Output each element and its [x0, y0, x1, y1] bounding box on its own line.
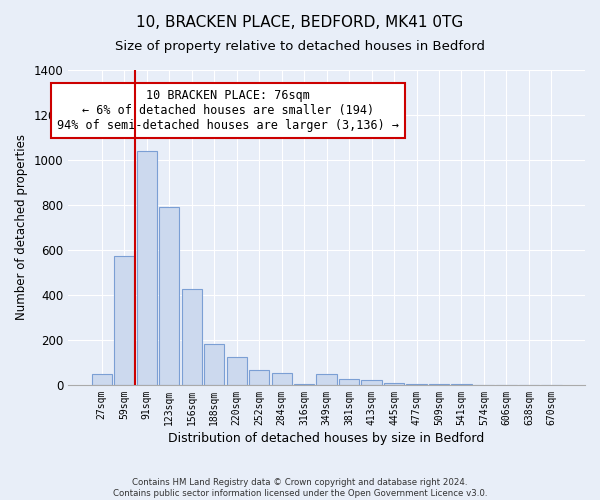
Bar: [316, 374, 337, 385]
Bar: [249, 370, 269, 385]
Bar: [227, 357, 247, 385]
Text: 10 BRACKEN PLACE: 76sqm
← 6% of detached houses are smaller (194)
94% of semi-de: 10 BRACKEN PLACE: 76sqm ← 6% of detached…: [58, 89, 400, 132]
Text: Size of property relative to detached houses in Bedford: Size of property relative to detached ho…: [115, 40, 485, 53]
Bar: [137, 151, 157, 385]
Bar: [272, 372, 292, 385]
Bar: [114, 256, 134, 385]
Bar: [159, 207, 179, 385]
Bar: [204, 344, 224, 385]
Y-axis label: Number of detached properties: Number of detached properties: [15, 134, 28, 320]
Bar: [384, 382, 404, 385]
X-axis label: Distribution of detached houses by size in Bedford: Distribution of detached houses by size …: [169, 432, 485, 445]
Text: 10, BRACKEN PLACE, BEDFORD, MK41 0TG: 10, BRACKEN PLACE, BEDFORD, MK41 0TG: [136, 15, 464, 30]
Bar: [361, 380, 382, 385]
Bar: [294, 384, 314, 385]
Bar: [182, 290, 202, 385]
Bar: [339, 380, 359, 385]
Bar: [406, 384, 427, 385]
Text: Contains HM Land Registry data © Crown copyright and database right 2024.
Contai: Contains HM Land Registry data © Crown c…: [113, 478, 487, 498]
Bar: [429, 384, 449, 385]
Bar: [92, 374, 112, 385]
